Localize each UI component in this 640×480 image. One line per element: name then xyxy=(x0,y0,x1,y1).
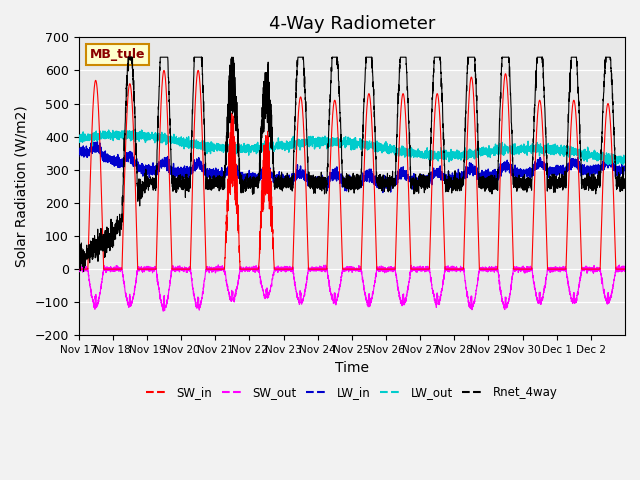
Legend: SW_in, SW_out, LW_in, LW_out, Rnet_4way: SW_in, SW_out, LW_in, LW_out, Rnet_4way xyxy=(141,382,563,404)
X-axis label: Time: Time xyxy=(335,360,369,374)
Y-axis label: Solar Radiation (W/m2): Solar Radiation (W/m2) xyxy=(15,106,29,267)
Title: 4-Way Radiometer: 4-Way Radiometer xyxy=(269,15,435,33)
Text: MB_tule: MB_tule xyxy=(90,48,145,61)
